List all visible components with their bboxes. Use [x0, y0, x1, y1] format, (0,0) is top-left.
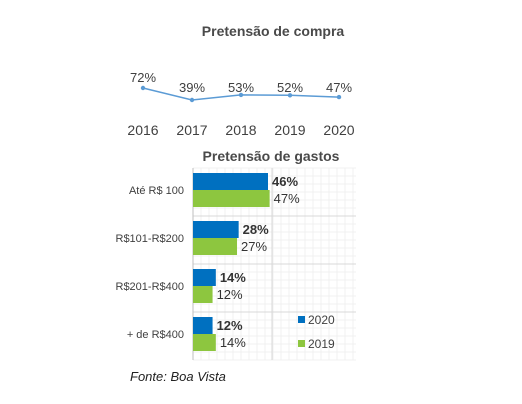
x-tick-label: 2017	[176, 122, 207, 138]
bar-2019	[193, 334, 216, 351]
line-point	[140, 85, 146, 91]
bar-2020	[193, 173, 268, 190]
bar-value-label: 12%	[217, 318, 243, 333]
bar-2020	[193, 317, 213, 334]
bar-2020	[193, 269, 216, 286]
line-value-label: 52%	[277, 80, 303, 95]
line-value-label: 47%	[326, 80, 352, 95]
bar-2019	[193, 286, 213, 303]
legend-swatch-2020	[298, 316, 305, 323]
line-point	[287, 93, 293, 98]
x-tick-label: 2018	[225, 122, 256, 138]
x-tick-label: 2016	[127, 122, 158, 138]
bar-2019	[193, 238, 238, 255]
bar-value-label: 14%	[220, 270, 246, 285]
line-point	[238, 92, 244, 98]
line-value-label: 72%	[130, 70, 156, 85]
x-tick-label: 2020	[323, 122, 354, 138]
line-value-label: 39%	[179, 80, 205, 95]
legend-label-2019: 2019	[308, 337, 335, 351]
line-chart-title: Pretensão de compra	[201, 23, 345, 39]
bar-value-label: 28%	[243, 222, 269, 237]
legend-label-2020: 2020	[308, 313, 335, 327]
category-label: + de R$400	[127, 329, 184, 341]
source-note: Fonte: Boa Vista	[130, 369, 226, 384]
category-label: Até R$ 100	[129, 185, 184, 197]
category-label: R$201-R$400	[116, 281, 185, 293]
x-tick-label: 2019	[274, 122, 305, 138]
bar-2019	[193, 190, 270, 207]
line-point	[336, 94, 342, 100]
bar-value-label: 46%	[272, 174, 298, 189]
line-value-label: 53%	[228, 80, 254, 95]
bar-value-label: 12%	[217, 287, 243, 302]
bar-chart-title: Pretensão de gastos	[202, 148, 340, 164]
bar-value-label: 47%	[274, 191, 300, 206]
legend-swatch-2019	[298, 340, 305, 347]
bar-2020	[193, 221, 239, 238]
line-point	[189, 97, 195, 103]
bar-value-label: 14%	[220, 335, 246, 350]
category-label: R$101-R$200	[116, 233, 185, 245]
bar-value-label: 27%	[241, 239, 267, 254]
